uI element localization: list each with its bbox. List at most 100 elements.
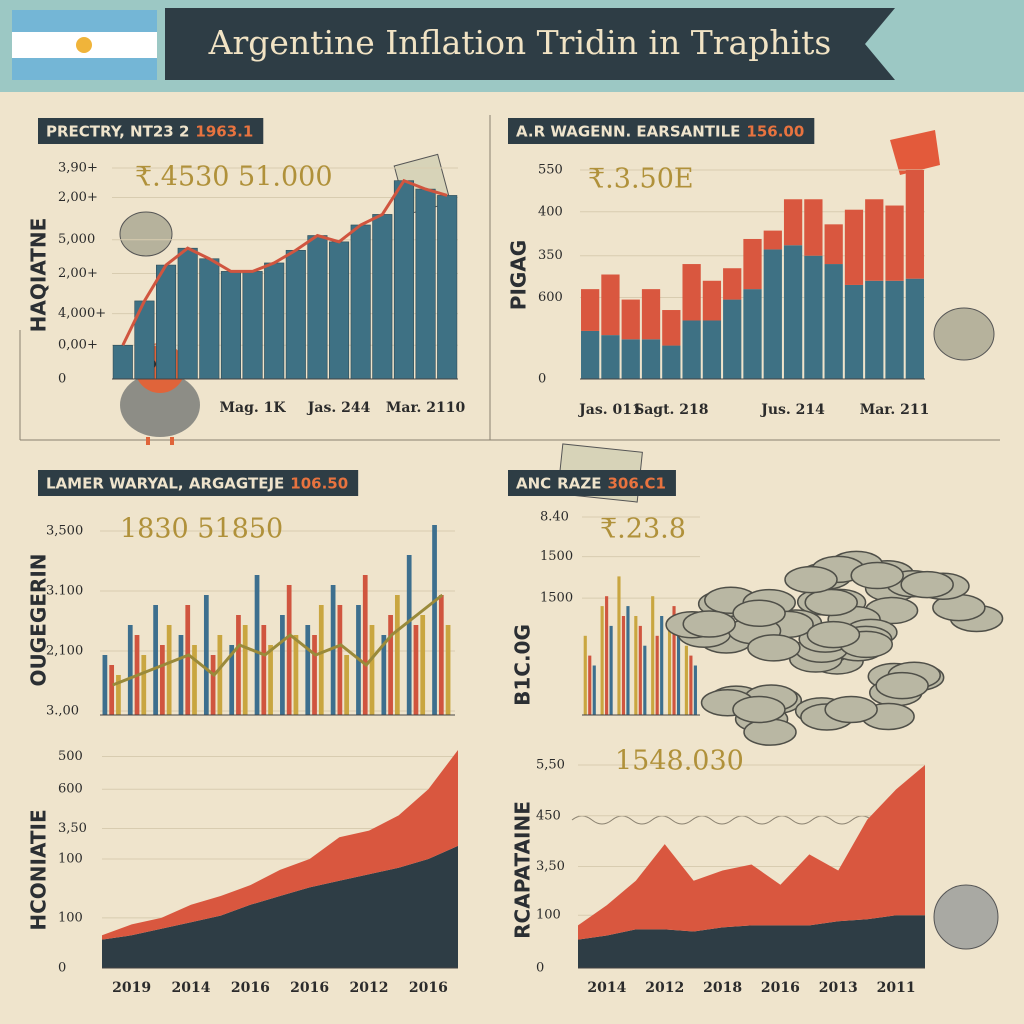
y-tick-label: 0,00+: [58, 338, 98, 353]
bar: [344, 655, 350, 715]
bar-segment: [885, 205, 904, 281]
panel-title: RAZE: [557, 475, 601, 493]
panel-title-value: 1963.1: [195, 123, 253, 141]
area: [578, 915, 925, 968]
bar: [318, 605, 324, 715]
y-tick-label: 8.40: [540, 510, 569, 525]
flag: [12, 10, 157, 80]
bar: [242, 625, 248, 715]
bar: [254, 575, 260, 715]
panel-title-box: [38, 470, 359, 496]
bar-segment: [824, 224, 843, 265]
coin: [875, 671, 929, 700]
x-tick-label: Jas. 244: [306, 400, 371, 416]
coin: [732, 695, 786, 724]
bar-segment: [621, 339, 640, 379]
bar: [583, 635, 587, 715]
bar: [438, 595, 444, 715]
bar: [626, 606, 630, 715]
x-tick-label: 2013: [819, 980, 858, 996]
bar-segment: [844, 209, 864, 285]
bar: [268, 645, 273, 715]
y-tick-label: 100: [58, 852, 83, 867]
bar: [406, 555, 412, 715]
bar-segment: [621, 299, 640, 340]
x-tick-label: Mag. 1K: [220, 400, 287, 416]
bar-segment: [783, 245, 803, 379]
coin: [784, 565, 838, 594]
coin: [804, 588, 858, 617]
x-tick-label: 2019: [112, 980, 151, 996]
coin: [824, 695, 878, 724]
bar-segment: [601, 335, 620, 379]
y-axis-label: OUGEGERIN: [27, 554, 51, 687]
bar: [199, 258, 220, 380]
page-title: Argentine Inflation Tridin in Traphits: [208, 23, 832, 62]
x-tick-label: 2016: [290, 980, 329, 996]
x-tick-label: 2014: [172, 980, 211, 996]
bar: [605, 596, 609, 715]
bar-segment: [824, 264, 843, 379]
bar-segment: [804, 255, 823, 379]
bar: [141, 655, 147, 715]
y-tick-label: 100: [58, 910, 83, 925]
coin: [747, 634, 801, 662]
y-tick-label: 0: [538, 372, 546, 387]
x-tick-label: 2016: [761, 980, 800, 996]
panel-title-box: [508, 470, 676, 496]
bar: [185, 605, 191, 715]
bar: [362, 575, 368, 715]
x-tick-label: Mar. 2110: [386, 400, 466, 416]
bar: [588, 655, 592, 715]
y-tick-label: 600: [58, 782, 83, 797]
bar-segment: [763, 249, 782, 379]
x-tick-label: Jus. 214: [759, 402, 825, 418]
panel-title-value: 106.50: [290, 475, 348, 493]
bar: [217, 635, 223, 715]
annotation: ₹.23.8: [600, 514, 686, 545]
bar-segment: [885, 280, 904, 379]
bar: [369, 625, 375, 715]
bar-segment: [905, 278, 924, 379]
coin: [732, 599, 786, 628]
bar: [102, 655, 108, 715]
bar: [280, 615, 285, 715]
bar-segment: [601, 274, 620, 336]
y-tick-label: 600: [538, 290, 563, 305]
y-tick-label: 400: [538, 204, 563, 219]
bar-segment: [641, 339, 661, 379]
y-tick-label: 1500: [540, 549, 573, 564]
bar-segment: [905, 170, 924, 279]
bar-segment: [641, 289, 661, 340]
bar: [286, 585, 292, 715]
bar: [609, 625, 613, 715]
panel-title-box: [508, 118, 815, 144]
y-tick-label: 2,100: [46, 644, 83, 659]
bar: [445, 625, 451, 715]
y-tick-label: 100: [536, 908, 561, 923]
x-tick-label: 2016: [409, 980, 448, 996]
y-tick-label: 2,00+: [58, 190, 98, 205]
bar: [307, 235, 328, 380]
bar: [293, 635, 299, 715]
bar: [621, 616, 626, 715]
y-tick-label: 0: [58, 372, 66, 387]
bar: [156, 264, 177, 380]
bar-segment: [662, 345, 681, 379]
bar: [420, 615, 426, 715]
y-tick-label: 500: [58, 749, 83, 764]
bar-segment: [804, 199, 823, 256]
y-tick-label: 0: [536, 961, 544, 976]
bar: [600, 606, 604, 715]
bar: [394, 595, 400, 715]
bar: [160, 645, 165, 715]
x-tick-label: Mar. 211: [860, 402, 930, 418]
panel-title: A.R WAGENN. EARSANTILE: [516, 123, 740, 141]
y-tick-label: 550: [538, 163, 563, 178]
bar-segment: [581, 330, 600, 379]
bar: [638, 625, 642, 715]
bar: [116, 675, 121, 715]
bar: [305, 625, 311, 715]
